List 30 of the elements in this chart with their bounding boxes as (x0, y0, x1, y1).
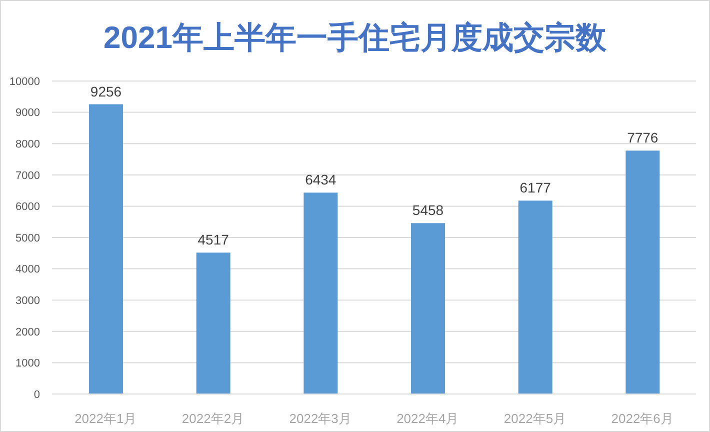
bar (411, 223, 445, 394)
data-label: 4517 (198, 232, 230, 248)
y-tick-label: 6000 (16, 201, 40, 214)
x-tick-label: 2022年5月 (504, 411, 566, 426)
y-tick-label: 3000 (16, 295, 40, 308)
bar (518, 200, 552, 394)
y-tick-label: 1000 (16, 358, 40, 370)
data-label: 7776 (627, 130, 658, 146)
data-label: 5458 (412, 202, 444, 218)
x-tick-label: 2022年4月 (396, 411, 459, 426)
chart-title: 2021年上半年一手住宅月度成交宗数 (102, 19, 608, 57)
y-tick-label: 0 (34, 388, 40, 401)
bar (89, 104, 123, 394)
bar (626, 150, 660, 394)
x-tick-label: 2022年6月 (611, 411, 674, 426)
x-tick-label: 2022年3月 (289, 411, 352, 426)
bar (196, 252, 230, 394)
data-label: 9256 (90, 83, 122, 100)
data-label: 6434 (305, 172, 336, 188)
y-tick-label: 5000 (16, 232, 40, 244)
y-tick-label: 9000 (16, 107, 40, 120)
y-tick-label: 2000 (16, 326, 40, 338)
y-tick-label: 4000 (16, 264, 40, 276)
bar (304, 192, 338, 394)
y-tick-label: 8000 (16, 138, 40, 151)
y-tick-label: 7000 (16, 170, 40, 182)
y-tick-label: 10000 (9, 76, 40, 88)
x-tick-label: 2022年1月 (74, 411, 137, 426)
x-tick-label: 2022年2月 (182, 411, 244, 426)
data-label: 6177 (520, 180, 552, 196)
